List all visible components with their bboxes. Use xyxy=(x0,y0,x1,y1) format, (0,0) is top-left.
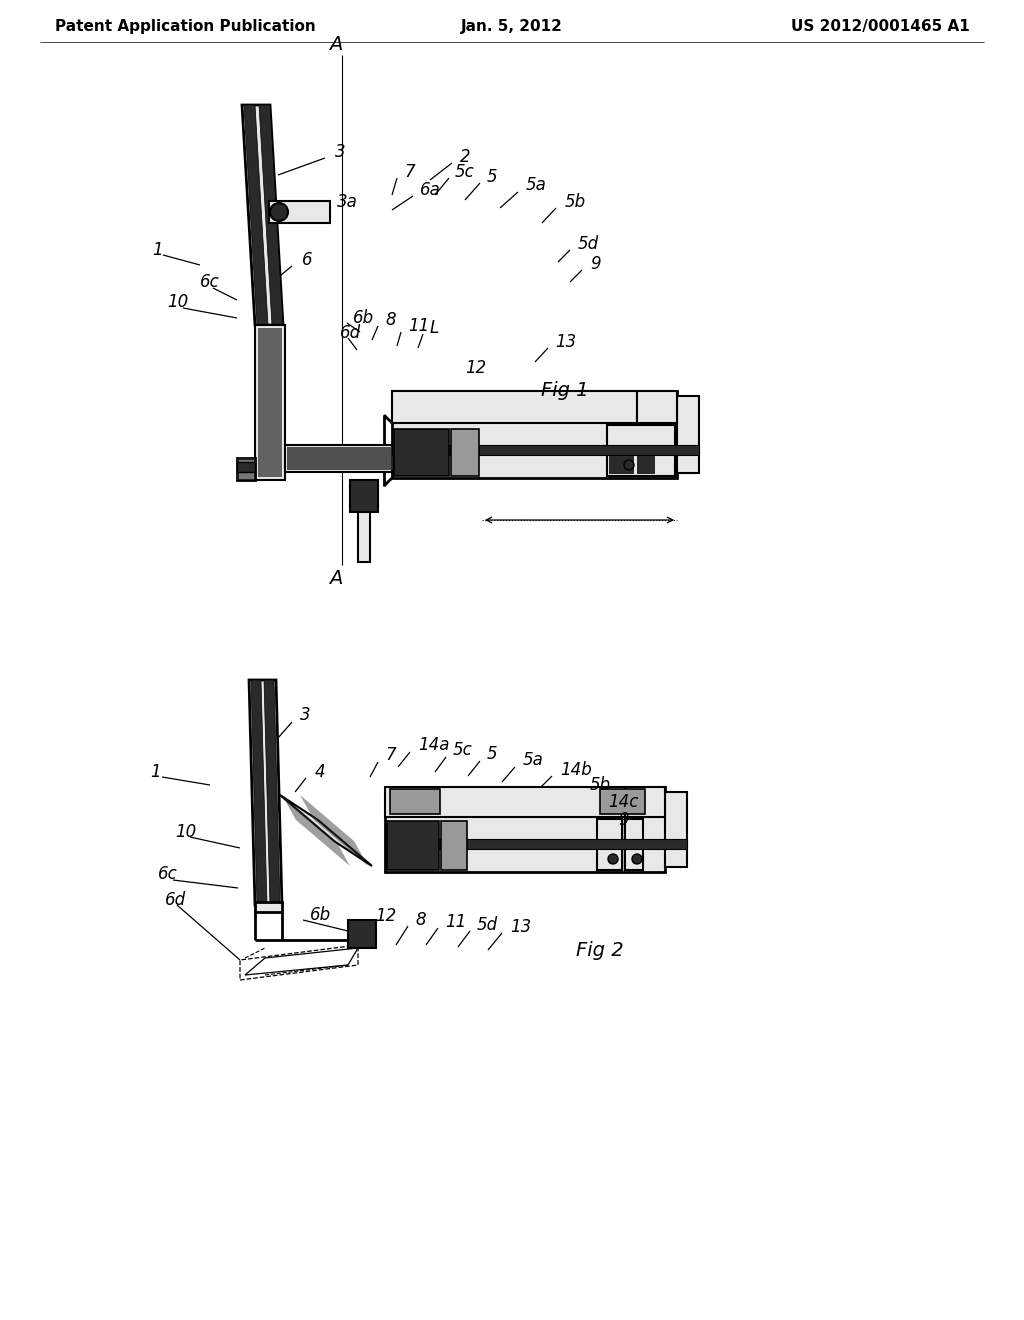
Bar xyxy=(607,425,675,477)
Text: US 2012/0001465 A1: US 2012/0001465 A1 xyxy=(792,20,970,34)
Text: Patent Application Publication: Patent Application Publication xyxy=(55,20,315,34)
Text: 8: 8 xyxy=(415,911,426,929)
Text: 6: 6 xyxy=(302,251,312,269)
Text: 6d: 6d xyxy=(340,323,361,342)
Bar xyxy=(385,787,665,873)
Circle shape xyxy=(632,854,642,865)
Polygon shape xyxy=(259,106,283,325)
Text: 8: 8 xyxy=(385,312,395,329)
Polygon shape xyxy=(282,795,350,866)
Text: Jan. 5, 2012: Jan. 5, 2012 xyxy=(461,20,563,34)
Bar xyxy=(287,447,393,470)
Text: 7: 7 xyxy=(404,162,415,181)
Circle shape xyxy=(624,459,634,470)
Polygon shape xyxy=(300,795,368,866)
Bar xyxy=(441,821,467,870)
Polygon shape xyxy=(280,795,372,866)
Bar xyxy=(269,201,330,223)
Text: 11: 11 xyxy=(408,317,429,335)
Text: 12: 12 xyxy=(465,359,486,378)
Polygon shape xyxy=(242,106,283,325)
Text: 4: 4 xyxy=(315,763,326,781)
Bar xyxy=(392,391,637,422)
Text: 6b: 6b xyxy=(353,309,374,327)
Bar xyxy=(625,818,643,870)
Text: Fig 2: Fig 2 xyxy=(577,940,624,960)
Text: 14a: 14a xyxy=(418,737,450,754)
Bar xyxy=(394,429,449,477)
Text: 1: 1 xyxy=(150,763,161,781)
Polygon shape xyxy=(244,106,268,325)
Text: 1: 1 xyxy=(152,242,163,259)
Bar xyxy=(237,458,255,480)
Text: 5b: 5b xyxy=(565,193,586,211)
Polygon shape xyxy=(251,680,267,906)
Text: 13: 13 xyxy=(510,917,531,936)
Text: 6d: 6d xyxy=(165,891,186,909)
Bar xyxy=(255,902,282,912)
Bar xyxy=(597,821,622,870)
Text: 3a: 3a xyxy=(337,193,357,211)
Bar xyxy=(385,787,625,817)
Polygon shape xyxy=(264,680,280,906)
Text: 6a: 6a xyxy=(420,181,441,199)
Bar xyxy=(390,789,440,814)
Bar xyxy=(637,391,677,422)
Text: A: A xyxy=(330,36,343,54)
Text: 7: 7 xyxy=(385,746,395,764)
Bar xyxy=(597,818,622,870)
Bar xyxy=(285,445,395,473)
Text: 11: 11 xyxy=(445,913,466,931)
Bar xyxy=(385,840,687,849)
Text: 6c: 6c xyxy=(158,865,178,883)
Text: L: L xyxy=(430,319,439,337)
Text: 10: 10 xyxy=(167,293,188,312)
Text: 12: 12 xyxy=(375,907,396,925)
Text: 2: 2 xyxy=(460,148,471,166)
Bar xyxy=(237,458,255,480)
Text: 5a: 5a xyxy=(526,176,547,194)
Bar xyxy=(387,821,439,870)
Text: 5c: 5c xyxy=(455,162,475,181)
Bar xyxy=(258,327,282,477)
Bar xyxy=(609,455,634,474)
Text: 6c: 6c xyxy=(200,273,220,290)
Text: A: A xyxy=(330,569,343,587)
Text: 5b: 5b xyxy=(590,776,611,795)
Text: 6b: 6b xyxy=(310,906,331,924)
Text: 5a: 5a xyxy=(523,751,544,770)
Bar xyxy=(677,396,699,473)
Text: Fig 1: Fig 1 xyxy=(542,380,589,400)
Bar xyxy=(392,391,677,478)
Text: 5d: 5d xyxy=(477,916,498,935)
Polygon shape xyxy=(249,680,282,906)
Bar xyxy=(392,445,699,455)
Bar xyxy=(665,792,687,867)
Bar xyxy=(600,789,645,814)
Circle shape xyxy=(608,854,618,865)
Text: 3: 3 xyxy=(300,706,310,723)
Bar xyxy=(350,480,378,512)
Text: 5: 5 xyxy=(487,744,498,763)
Text: 3: 3 xyxy=(335,143,346,161)
Text: 13: 13 xyxy=(555,333,577,351)
Text: 10: 10 xyxy=(175,822,197,841)
Text: 14c: 14c xyxy=(608,793,638,810)
Bar xyxy=(625,787,665,817)
Bar xyxy=(358,510,370,562)
Bar xyxy=(637,455,655,474)
Text: 5: 5 xyxy=(487,168,498,186)
Text: 14b: 14b xyxy=(560,762,592,779)
Bar xyxy=(255,325,285,480)
Bar xyxy=(237,462,255,473)
Text: 9: 9 xyxy=(618,810,629,829)
Text: 9: 9 xyxy=(590,255,601,273)
Bar xyxy=(348,920,376,948)
Bar xyxy=(451,429,479,477)
Circle shape xyxy=(270,203,288,220)
Text: 5c: 5c xyxy=(453,741,473,759)
Text: 5d: 5d xyxy=(578,235,599,253)
